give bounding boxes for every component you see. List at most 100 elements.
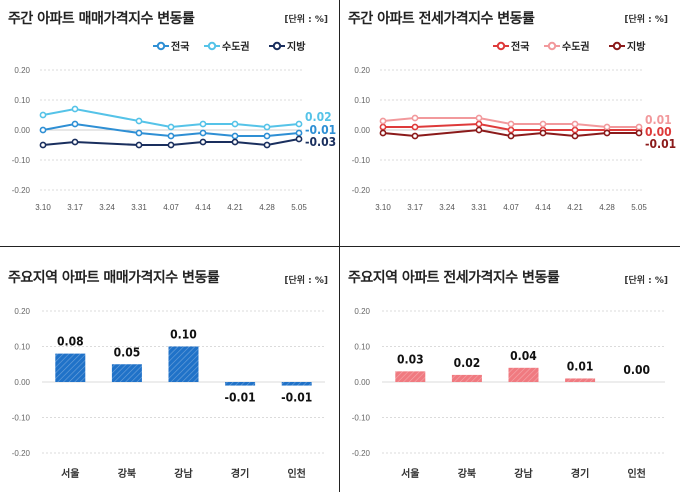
category-label: 강북 (458, 467, 476, 480)
data-point (263, 141, 271, 149)
data-point (411, 123, 419, 131)
data-point (295, 120, 303, 128)
y-tick-label: 0.10 (354, 96, 370, 105)
bar (55, 353, 86, 382)
legend-label: 지방 (287, 40, 306, 53)
y-tick-label: 0.00 (14, 378, 30, 387)
data-point (475, 120, 483, 128)
legend-marker (496, 41, 506, 51)
region-sale-bar-chart: 0.20 0.10 0.00 -0.10 -0.20 0.08 서울 0.05 강북 0.10 강남… (12, 307, 325, 480)
data-point (39, 141, 47, 149)
legend-marker (612, 41, 622, 51)
legend-marker (547, 41, 557, 51)
bar (111, 364, 142, 382)
data-point (571, 126, 579, 134)
data-point (539, 129, 547, 137)
y-tick-label: 0.20 (14, 307, 30, 316)
data-point (571, 120, 579, 128)
y-tick-label: 0.10 (14, 343, 30, 352)
data-point (135, 129, 143, 137)
x-tick-label: 3.31 (471, 203, 487, 212)
data-point (295, 135, 303, 143)
data-point (411, 114, 419, 122)
legend-label: 수도권 (562, 41, 590, 53)
bar (451, 374, 482, 382)
panel-title: 주요지역 아파트 전세가격지수 변동률 (348, 270, 560, 286)
data-point (199, 129, 207, 137)
data-point (167, 123, 175, 131)
bar (565, 378, 596, 382)
end-value-label: -0.01 (645, 137, 676, 151)
bar-value-label: 0.01 (567, 359, 594, 373)
data-point (167, 141, 175, 149)
y-tick-label: -0.20 (12, 186, 31, 195)
data-point (167, 132, 175, 140)
data-point (135, 117, 143, 125)
x-tick-label: 4.14 (535, 203, 551, 212)
bar-value-label: 0.05 (114, 345, 141, 359)
category-label: 강북 (118, 467, 136, 480)
weekly-sale-line-chart: 0.20 0.10 0.00 -0.10 -0.20 3.10 3.17 3.24 3.31 4.… (12, 40, 336, 212)
series-line (42, 107, 300, 129)
category-label: 경기 (231, 467, 249, 480)
legend-marker (272, 41, 282, 51)
panel-weekly-sale: 주간 아파트 매매가격지수 변동률 [단위 : %] 0.20 0.10 0.00 -… (0, 0, 340, 246)
data-point (507, 126, 515, 134)
y-tick-label: -0.10 (12, 156, 31, 165)
unit-label: [단위 : %] (284, 276, 328, 286)
series-line (382, 117, 639, 128)
x-tick-label: 3.17 (67, 203, 83, 212)
data-point (71, 138, 79, 146)
x-tick-label: 5.05 (291, 203, 307, 212)
bar-value-label: 0.02 (454, 356, 481, 370)
x-tick-label: 4.14 (195, 203, 211, 212)
x-tick-label: 3.24 (99, 203, 115, 212)
x-tick-label: 4.21 (227, 203, 243, 212)
data-point (379, 117, 387, 125)
data-point (379, 123, 387, 131)
category-label: 강남 (514, 467, 533, 480)
category-label: 인천 (287, 467, 305, 480)
y-tick-label: 0.20 (354, 307, 370, 316)
horizontal-divider (0, 246, 680, 247)
panel-title: 주간 아파트 전세가격지수 변동률 (348, 11, 535, 27)
panel-region-jeonse: 주요지역 아파트 전세가격지수 변동률 [단위 : %] 0.20 0.10 0.0… (340, 247, 680, 493)
y-tick-label: -0.20 (352, 449, 371, 458)
bar-value-label: 0.08 (57, 335, 84, 349)
x-tick-label: 4.28 (599, 203, 615, 212)
data-point (39, 126, 47, 134)
series-line (382, 128, 639, 138)
series-line (42, 122, 300, 138)
legend-marker (156, 41, 166, 51)
category-label: 경기 (571, 467, 589, 480)
panel-title: 주요지역 아파트 매매가격지수 변동률 (8, 270, 220, 286)
bar-value-label: -0.01 (281, 391, 312, 405)
panel-region-sale: 주요지역 아파트 매매가격지수 변동률 [단위 : %] 0.20 0.10 0.0… (0, 247, 340, 493)
data-point (603, 123, 611, 131)
bar-value-label: 0.04 (510, 349, 537, 363)
end-value-label: 0.01 (645, 113, 672, 127)
data-point (475, 114, 483, 122)
x-tick-label: 3.24 (439, 203, 455, 212)
bar-value-label: 0.10 (170, 328, 197, 342)
y-tick-label: -0.10 (352, 414, 371, 423)
data-point (635, 123, 643, 131)
data-point (263, 123, 271, 131)
panel-weekly-jeonse: 주간 아파트 전세가격지수 변동률 [단위 : %] 0.20 0.10 0.00-… (340, 0, 680, 246)
x-tick-label: 4.28 (259, 203, 275, 212)
unit-label: [단위 : %] (624, 15, 668, 25)
x-tick-label: 4.21 (567, 203, 583, 212)
end-value-label: 0.02 (305, 110, 332, 124)
data-point (507, 132, 515, 140)
bar-value-label: 0.00 (623, 363, 650, 377)
end-value-label: -0.01 (305, 123, 336, 137)
x-tick-label: 5.05 (631, 203, 647, 212)
bar (225, 382, 256, 386)
data-point (39, 111, 47, 119)
data-point (507, 120, 515, 128)
bar-value-label: -0.01 (225, 391, 256, 405)
data-point (71, 120, 79, 128)
data-point (411, 132, 419, 140)
category-label: 인천 (627, 467, 645, 480)
